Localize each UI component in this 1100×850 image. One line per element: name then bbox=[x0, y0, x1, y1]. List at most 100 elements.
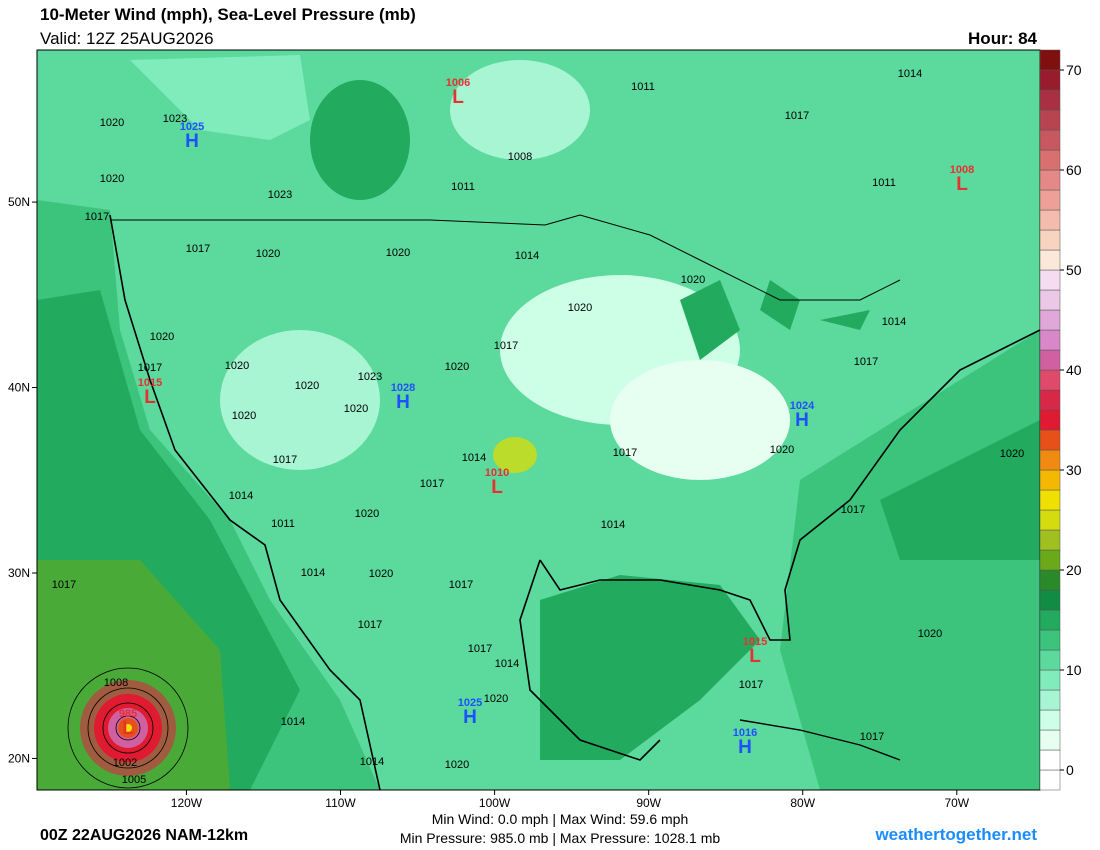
pressure-center-value: 1025 bbox=[180, 121, 204, 133]
y-tick-label: 30N bbox=[8, 566, 30, 580]
isobar-label: 1002 bbox=[113, 757, 137, 769]
pressure-center-value: 1025 bbox=[458, 697, 482, 709]
wind-range: Min Wind: 0.0 mph | Max Wind: 59.6 mph bbox=[432, 811, 689, 827]
isobar-label: 1020 bbox=[445, 759, 469, 771]
colorbar-box bbox=[1039, 209, 1061, 231]
colorbar-box bbox=[1039, 469, 1061, 491]
y-tick-label: 40N bbox=[8, 381, 30, 395]
y-tick-label: 50N bbox=[8, 195, 30, 209]
pressure-center-letter: L bbox=[749, 646, 761, 667]
isobar-label: 1020 bbox=[1000, 448, 1024, 460]
colorbar-box bbox=[1039, 689, 1061, 711]
x-tick-label: 70W bbox=[944, 796, 969, 810]
isobar-label: 1020 bbox=[225, 360, 249, 372]
colorbar-box bbox=[1039, 169, 1061, 191]
colorbar-box bbox=[1039, 509, 1061, 531]
colorbar-box bbox=[1039, 89, 1061, 111]
colorbar-box bbox=[1039, 229, 1061, 251]
isobar-label: 1011 bbox=[271, 518, 295, 530]
pressure-center-value: 1006 bbox=[446, 77, 470, 89]
isobar-label: 1020 bbox=[256, 248, 280, 260]
isobar-label: 1020 bbox=[355, 508, 379, 520]
colorbar-box bbox=[1039, 769, 1061, 791]
colorbar-tick-label: 10 bbox=[1066, 662, 1082, 678]
isobar-label: 1014 bbox=[301, 567, 325, 579]
isobar-label: 1011 bbox=[872, 177, 896, 189]
isobar-label: 1017 bbox=[785, 110, 809, 122]
isobar-label: 1020 bbox=[445, 361, 469, 373]
colorbar-box bbox=[1039, 289, 1061, 311]
colorbar-box bbox=[1039, 489, 1061, 511]
isobar-label: 1017 bbox=[854, 356, 878, 368]
colorbar-box bbox=[1039, 269, 1061, 291]
isobar-label: 1014 bbox=[462, 452, 486, 464]
isobar-label: 1014 bbox=[515, 250, 539, 262]
colorbar-tick-label: 70 bbox=[1066, 62, 1082, 78]
colorbar-box bbox=[1039, 669, 1061, 691]
colorbar: 0 10 20 30 40 50 60 70 bbox=[1039, 49, 1082, 791]
isobar-label: 1017 bbox=[273, 454, 297, 466]
pressure-center-value: 1008 bbox=[950, 164, 974, 176]
hurricane bbox=[67, 667, 189, 789]
x-tick-label: 100W bbox=[479, 796, 511, 810]
isobar-label: 1020 bbox=[100, 173, 124, 185]
x-tick-label: 110W bbox=[325, 796, 356, 810]
isobar-label: 1020 bbox=[344, 403, 368, 415]
pressure-center-letter: H bbox=[463, 707, 477, 728]
pressure-center-letter: H bbox=[396, 392, 410, 413]
x-tick-label: 120W bbox=[171, 796, 203, 810]
colorbar-box bbox=[1039, 449, 1061, 471]
pressure-center-value: 1024 bbox=[790, 400, 815, 412]
isobar-label: 1017 bbox=[739, 679, 763, 691]
colorbar-box bbox=[1039, 609, 1061, 631]
colorbar-tick-label: 40 bbox=[1066, 362, 1082, 378]
colorbar-box bbox=[1039, 349, 1061, 371]
isobar-label: 1020 bbox=[100, 117, 124, 129]
colorbar-box bbox=[1039, 409, 1061, 431]
x-tick-label: 90W bbox=[636, 796, 661, 810]
colorbar-tick-label: 20 bbox=[1066, 562, 1082, 578]
isobar-label: 1020 bbox=[770, 444, 794, 456]
isobar-label: 1017 bbox=[841, 504, 865, 516]
colorbar-box bbox=[1039, 369, 1061, 391]
y-tick-label: 20N bbox=[8, 751, 30, 765]
pressure-center-letter: L bbox=[122, 718, 134, 739]
isobar-label: 1020 bbox=[918, 628, 942, 640]
isobar-label: 1014 bbox=[229, 490, 253, 502]
pressure-center-letter: H bbox=[738, 737, 752, 758]
isobar-label: 1014 bbox=[882, 316, 906, 328]
isobar-label: 1014 bbox=[601, 519, 625, 531]
pressure-center-value: 1015 bbox=[138, 377, 162, 389]
isobar-label: 1020 bbox=[681, 274, 705, 286]
colorbar-box bbox=[1039, 589, 1061, 611]
colorbar-box bbox=[1039, 709, 1061, 731]
colorbar-box bbox=[1039, 749, 1061, 771]
isobar-label: 1017 bbox=[85, 211, 109, 223]
pressure-center-value: 1010 bbox=[485, 467, 509, 479]
isobar-label: 1008 bbox=[104, 677, 128, 689]
valid-time: Valid: 12Z 25AUG2026 bbox=[40, 29, 214, 48]
isobar-label: 1017 bbox=[358, 619, 382, 631]
site: weathertogether.net bbox=[874, 825, 1037, 844]
pressure-center-value: 985 bbox=[119, 708, 137, 720]
isobar-label: 1017 bbox=[52, 579, 76, 591]
colorbar-tick-label: 50 bbox=[1066, 262, 1082, 278]
isobar-label: 1020 bbox=[386, 247, 410, 259]
colorbar-box bbox=[1039, 329, 1061, 351]
colorbar-box bbox=[1039, 549, 1061, 571]
isobar-label: 1023 bbox=[358, 371, 382, 383]
colorbar-box bbox=[1039, 729, 1061, 751]
isobar-label: 1017 bbox=[494, 340, 518, 352]
isobar-label: 1014 bbox=[495, 658, 519, 670]
isobar-label: 1020 bbox=[484, 693, 508, 705]
isobar-label: 1017 bbox=[449, 579, 473, 591]
colorbar-box bbox=[1039, 389, 1061, 411]
pressure-range: Min Pressure: 985.0 mb | Max Pressure: 1… bbox=[400, 830, 721, 846]
isobar-label: 1011 bbox=[451, 181, 475, 193]
pressure-center-value: 1015 bbox=[743, 636, 767, 648]
isobar-label: 1017 bbox=[860, 731, 884, 743]
isobar-label: 1014 bbox=[360, 756, 384, 768]
colorbar-box bbox=[1039, 309, 1061, 331]
isobar-label: 1020 bbox=[369, 568, 393, 580]
